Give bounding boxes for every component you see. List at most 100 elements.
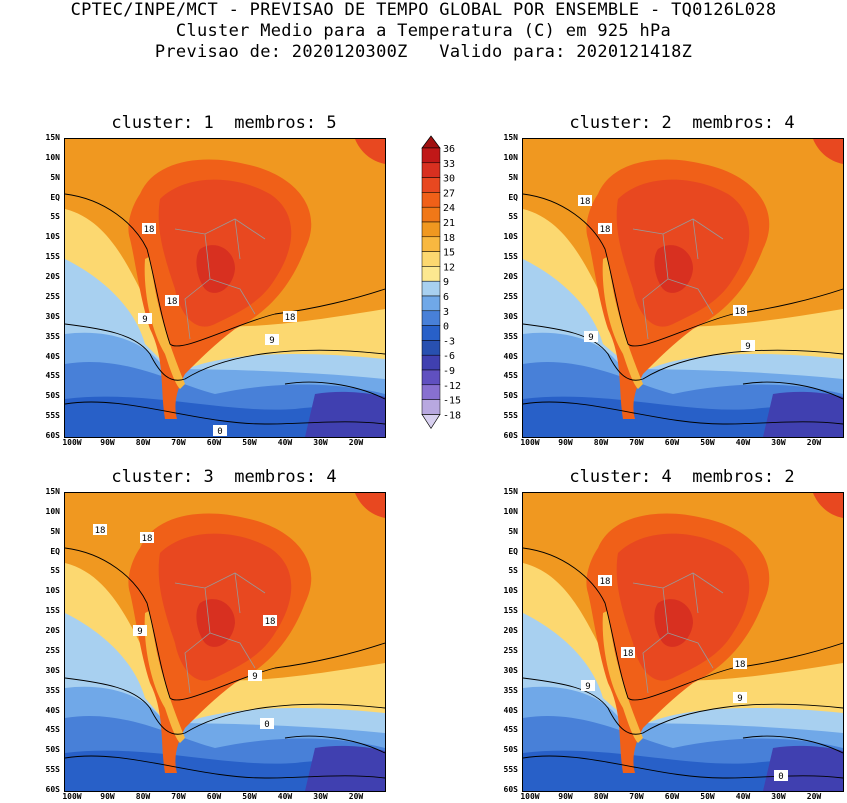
contour-label: 18: [621, 647, 635, 659]
contour-label: 18: [165, 295, 179, 307]
lat-tick-label: 20S: [45, 272, 60, 282]
lat-tick-label: 15S: [503, 606, 518, 616]
lat-tick-label: 55S: [45, 765, 60, 775]
lat-tick-label: 5N: [50, 526, 60, 536]
lat-tick-label: 10N: [45, 152, 60, 162]
colorbar-tick-label: 33: [443, 159, 455, 170]
lat-tick-label: 40S: [503, 351, 518, 361]
svg-text:0: 0: [217, 427, 222, 437]
lon-tick-label: 90W: [558, 438, 573, 447]
chart-title-line3: Previsao de: 2020120300Z Valido para: 20…: [154, 42, 693, 62]
svg-text:18: 18: [167, 297, 178, 307]
lon-tick-label: 30W: [771, 438, 786, 447]
lat-tick-label: 35S: [503, 685, 518, 695]
svg-text:18: 18: [735, 660, 746, 670]
contour-label: 18: [598, 223, 612, 235]
colorbar-tick-label: 18: [443, 233, 455, 244]
lat-tick-label: 40S: [45, 705, 60, 715]
svg-text:9: 9: [269, 336, 274, 346]
lat-tick-label: 15N: [503, 487, 518, 496]
colorbar-swatch: [421, 251, 441, 267]
lon-tick-label: 20W: [348, 438, 364, 447]
lat-tick-label: 15N: [45, 133, 60, 142]
colorbar-tick-label: 3: [443, 307, 449, 318]
colorbar-tick-label: 0: [443, 322, 449, 333]
svg-text:9: 9: [585, 682, 590, 692]
lat-tick-label: 60S: [503, 431, 518, 440]
lat-tick-label: 25S: [503, 291, 518, 301]
colorbar-swatch: [421, 177, 441, 193]
map-panel-2: 18 18 18 9 9: [522, 138, 844, 438]
svg-text:18: 18: [623, 649, 634, 659]
lat-tick-label: 5S: [508, 212, 518, 222]
lon-tick-label: 70W: [629, 792, 644, 801]
colorbar-tick-label: 30: [443, 174, 455, 185]
temperature-map: 18 18 18 9 9 0: [65, 493, 385, 791]
colorbar-tick-label: 24: [443, 203, 455, 214]
lat-tick-label: EQ: [50, 192, 60, 202]
lat-tick-label: 50S: [45, 745, 60, 755]
contour-label: 18: [263, 615, 277, 627]
map-panel-3: 18 18 18 9 9 0: [64, 492, 386, 792]
panel-title-1: cluster: 1 membros: 5: [111, 113, 337, 133]
colorbar-swatch: [421, 325, 441, 341]
lat-tick-label: 40S: [45, 351, 60, 361]
lat-tick-label: 60S: [503, 785, 518, 794]
contour-label: 18: [140, 532, 154, 544]
lat-tick-label: 55S: [45, 411, 60, 421]
lat-tick-label: 5N: [508, 172, 518, 182]
lat-tick-label: 25S: [45, 291, 60, 301]
lat-tick-label: 40S: [503, 705, 518, 715]
lat-tick-label: 35S: [45, 331, 60, 341]
svg-text:9: 9: [588, 333, 593, 343]
svg-text:9: 9: [142, 315, 147, 325]
lat-tick-label: 55S: [503, 765, 518, 775]
contour-label: 0: [774, 770, 788, 782]
svg-text:0: 0: [264, 720, 269, 730]
lon-tick-label: 100W: [520, 792, 540, 801]
lat-tick-label: 10S: [503, 232, 518, 242]
lat-tick-label: 30S: [45, 311, 60, 321]
lat-tick-label: EQ: [508, 546, 518, 556]
lon-tick-label: 50W: [700, 792, 715, 801]
colorbar-tick-label: -15: [443, 396, 461, 407]
lat-tick-label: 50S: [503, 745, 518, 755]
lat-tick-label: 15N: [45, 487, 60, 496]
colorbar-swatch: [421, 399, 441, 415]
colorbar-swatch: [421, 266, 441, 282]
map-panel-4: 18 18 18 9 9 0: [522, 492, 844, 792]
colorbar-swatch: [421, 369, 441, 386]
lon-tick-label: 80W: [593, 792, 609, 801]
colorbar-swatch: [421, 280, 441, 297]
svg-text:9: 9: [737, 694, 742, 704]
lat-tick-label: 10S: [45, 232, 60, 242]
lon-tick-label: 20W: [348, 792, 364, 801]
lat-tick-label: 15S: [503, 252, 518, 262]
lat-tick-label: 15N: [503, 133, 518, 142]
contour-label: 0: [260, 718, 274, 730]
colorbar-tick-label: -18: [443, 410, 461, 421]
lat-tick-label: EQ: [508, 192, 518, 202]
colorbar-tick-label: -9: [443, 366, 455, 377]
lon-tick-label: 40W: [277, 438, 293, 447]
lon-tick-label: 50W: [242, 438, 257, 447]
lat-tick-label: 10S: [503, 586, 518, 596]
contour-label: 18: [733, 658, 747, 670]
lon-tick-label: 30W: [313, 792, 328, 801]
colorbar-arrow-top: [421, 135, 441, 149]
contour-label: 9: [265, 334, 279, 346]
colorbar-swatch: [421, 147, 441, 164]
colorbar-swatch: [421, 384, 441, 400]
panel-title-2: cluster: 2 membros: 4: [569, 113, 795, 133]
lon-tick-label: 70W: [171, 438, 186, 447]
svg-text:0: 0: [778, 772, 783, 782]
lon-tick-label: 60W: [664, 792, 680, 801]
temperature-map: 18 18 18 9 9 0: [65, 139, 385, 437]
lon-tick-label: 60W: [664, 438, 680, 447]
lat-tick-label: 10N: [503, 506, 518, 516]
svg-text:9: 9: [252, 672, 257, 682]
lat-tick-label: 50S: [503, 391, 518, 401]
lat-tick-label: 60S: [45, 431, 60, 440]
temperature-map: 18 18 18 9 9: [523, 139, 843, 437]
